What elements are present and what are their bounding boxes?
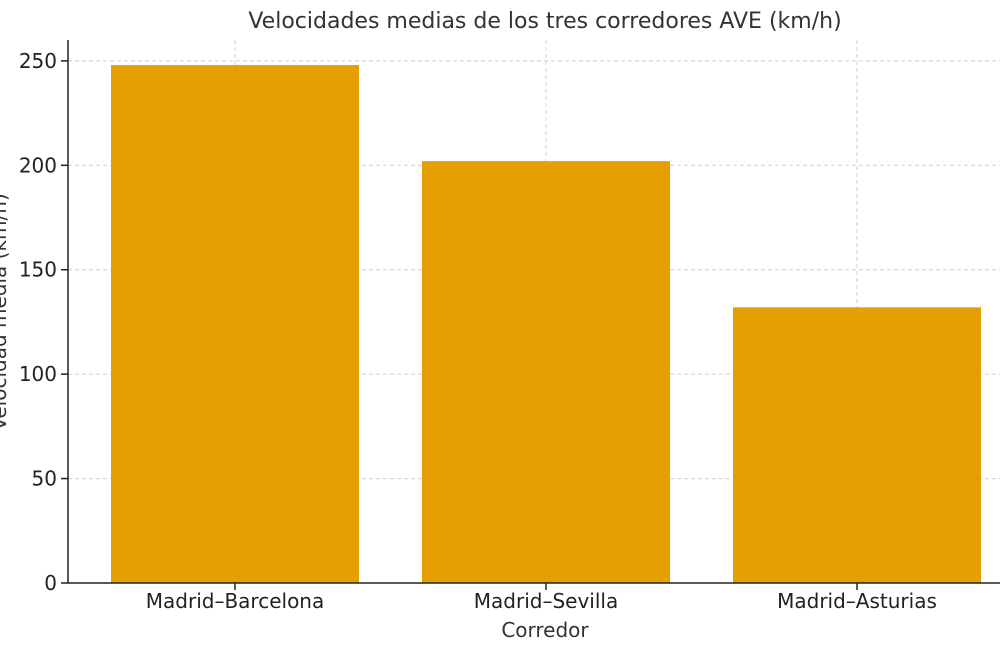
- y-tick-label: 0: [44, 571, 57, 595]
- bars: [111, 65, 981, 584]
- bar: [111, 65, 359, 584]
- y-tick-label: 150: [19, 258, 57, 282]
- chart-title: Velocidades medias de los tres corredore…: [248, 9, 841, 34]
- x-tick-label: Madrid–Barcelona: [146, 589, 324, 613]
- x-axis-label: Corredor: [501, 618, 589, 642]
- bar: [733, 307, 981, 583]
- x-tick-label: Madrid–Sevilla: [474, 589, 618, 613]
- bar: [422, 161, 670, 583]
- axes: [67, 40, 1000, 584]
- y-ticks: 0 50 100 150 200 250: [19, 49, 68, 595]
- x-tick-label: Madrid–Asturias: [777, 589, 937, 613]
- y-tick-label: 50: [32, 467, 57, 491]
- x-ticks: Madrid–Barcelona Madrid–Sevilla Madrid–Ast…: [146, 583, 937, 613]
- y-axis-label: Velocidad media (km/h): [0, 193, 11, 431]
- y-tick-label: 100: [19, 362, 57, 386]
- y-tick-label: 200: [19, 153, 57, 177]
- y-tick-label: 250: [19, 49, 57, 73]
